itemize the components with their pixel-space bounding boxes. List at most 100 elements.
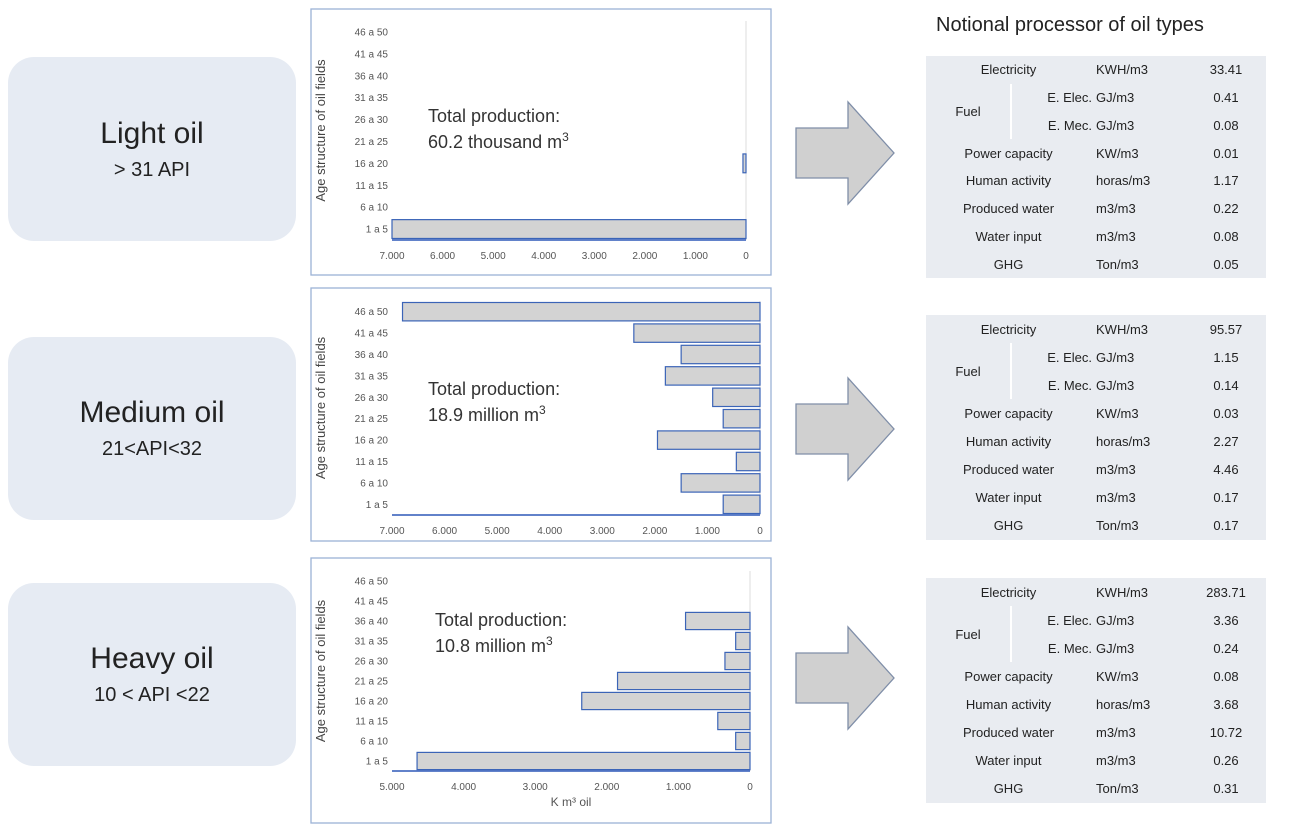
y-tick-label: 46 a 50	[355, 577, 389, 588]
row-label: E. Mec.	[1047, 640, 1092, 656]
y-tick-label: 26 a 30	[355, 115, 389, 126]
x-tick-label: 6.000	[430, 251, 455, 262]
superscript: 3	[546, 634, 553, 648]
table-row-ghg: GHG Ton/m3 0.17	[926, 511, 1266, 542]
row-label: Water input	[975, 753, 1042, 769]
fuel-sub-row: E. Mec. GJ/m3 0.14	[1012, 371, 1266, 400]
y-tick-label: 21 a 25	[355, 137, 389, 148]
total-production-label: Total production:	[428, 379, 560, 399]
x-tick-label: 6.000	[432, 526, 457, 537]
row-value: 0.03	[1213, 405, 1239, 421]
x-axis-label: K m³ oil	[551, 795, 592, 809]
row-value: 95.57	[1209, 321, 1243, 337]
row-unit: m3/m3	[1096, 201, 1136, 217]
bar	[401, 301, 761, 322]
row-unit: KW/m3	[1096, 145, 1139, 161]
row-unit: GJ/m3	[1096, 377, 1135, 393]
row-label: Human activity	[965, 697, 1052, 713]
x-tick-label: 2.000	[642, 526, 667, 537]
row-label: Power capacity	[964, 668, 1053, 684]
bar	[722, 494, 761, 515]
light-oil-box: Light oil > 31 API	[8, 57, 296, 241]
x-tick-label: 5.000	[481, 251, 506, 262]
row-label: GHG	[993, 781, 1024, 797]
table-row-produced-water: Produced water m3/m3 4.46	[926, 455, 1266, 486]
x-tick-label: 5.000	[379, 782, 404, 793]
y-tick-label: 31 a 35	[355, 93, 389, 104]
row-value: 3.36	[1213, 612, 1239, 628]
x-tick-label: 3.000	[590, 526, 615, 537]
y-tick-label: 6 a 10	[360, 203, 388, 214]
table-row-ghg: GHG Ton/m3 0.05	[926, 250, 1266, 280]
bar	[416, 751, 751, 771]
y-tick-label: 16 a 20	[355, 159, 389, 170]
table-row-human: Human activity horas/m3 2.27	[926, 427, 1266, 458]
superscript: 3	[539, 403, 546, 417]
y-tick-label: 41 a 45	[355, 49, 389, 60]
row-label: Water input	[975, 228, 1042, 244]
y-tick-label: 21 a 25	[355, 677, 389, 688]
bar	[712, 387, 761, 408]
row-value: 0.08	[1213, 117, 1239, 133]
x-tick-label: 4.000	[537, 526, 562, 537]
oil-api-range: 10 < API <22	[94, 684, 210, 706]
fuel-row-group: Fuel E. Elec. GJ/m3 1.15 E. Mec. GJ/m3 0.14	[926, 343, 1266, 402]
oil-type-name: Medium oil	[79, 396, 225, 429]
table-row-water-input: Water input m3/m3 0.17	[926, 483, 1266, 514]
light-oil-processor-table: Electricity KWH/m3 33.41 Fuel E. Elec. GJ/m3 0…	[926, 56, 1266, 280]
fuel-label: Fuel	[926, 606, 1012, 663]
table-row-electricity: Electricity KWH/m3 283.71	[926, 578, 1266, 609]
row-value: 0.14	[1213, 377, 1239, 393]
row-unit: GJ/m3	[1096, 90, 1135, 106]
row-unit: m3/m3	[1096, 725, 1136, 741]
row-unit: GJ/m3	[1096, 117, 1135, 133]
fuel-sub-row: E. Elec. GJ/m3 1.15	[1012, 343, 1266, 374]
row-label: E. Elec.	[1047, 612, 1092, 628]
y-tick-label: 6 a 10	[360, 478, 388, 489]
row-unit: Ton/m3	[1096, 256, 1139, 272]
row-unit: m3/m3	[1096, 753, 1136, 769]
bar	[656, 430, 761, 450]
chart-frame	[310, 557, 772, 824]
row-value: 1.15	[1213, 349, 1239, 365]
row-label: Power capacity	[964, 405, 1053, 421]
row-label: Produced water	[962, 462, 1055, 478]
x-tick-label: 4.000	[531, 251, 556, 262]
row-value: 0.08	[1213, 228, 1239, 244]
row-value: 4.46	[1213, 462, 1239, 478]
medium-oil-box: Medium oil 21<API<32	[8, 337, 296, 520]
table-row-produced-water: Produced water m3/m3 10.72	[926, 718, 1266, 749]
row-value: 10.72	[1209, 725, 1243, 741]
row-unit: GJ/m3	[1096, 349, 1135, 365]
bar	[724, 651, 751, 671]
y-tick-label: 46 a 50	[355, 307, 389, 318]
row-label: E. Elec.	[1047, 90, 1092, 106]
y-tick-label: 11 a 15	[355, 717, 388, 728]
fuel-sub-row: E. Elec. GJ/m3 3.36	[1012, 606, 1266, 637]
y-tick-label: 26 a 30	[355, 393, 389, 404]
y-tick-label: 16 a 20	[355, 697, 389, 708]
processor-title: Notional processor of oil types	[936, 14, 1204, 36]
x-tick-label: 0	[747, 782, 753, 793]
row-value: 0.05	[1213, 256, 1239, 272]
row-unit: Ton/m3	[1096, 781, 1139, 797]
bar	[722, 408, 761, 429]
y-tick-label: 11 a 15	[355, 181, 388, 192]
y-tick-label: 21 a 25	[355, 414, 389, 425]
y-tick-label: 11 a 15	[355, 457, 388, 468]
arrow-right-icon	[795, 100, 895, 206]
row-unit: KWH/m3	[1096, 321, 1148, 337]
fuel-sub-row: E. Mec. GJ/m3 0.08	[1012, 111, 1266, 140]
row-value: 0.17	[1213, 518, 1239, 534]
row-unit: GJ/m3	[1096, 612, 1135, 628]
table-row-power: Power capacity KW/m3 0.03	[926, 399, 1266, 430]
arrow-right-icon	[795, 376, 895, 482]
row-label: GHG	[993, 256, 1024, 272]
bar	[735, 631, 751, 651]
y-tick-label: 6 a 10	[360, 737, 388, 748]
y-tick-label: 1 a 5	[366, 757, 389, 768]
row-label: Water input	[975, 490, 1042, 506]
row-value: 3.68	[1213, 697, 1239, 713]
row-value: 0.41	[1213, 90, 1239, 106]
table-row-electricity: Electricity KWH/m3 33.41	[926, 56, 1266, 86]
